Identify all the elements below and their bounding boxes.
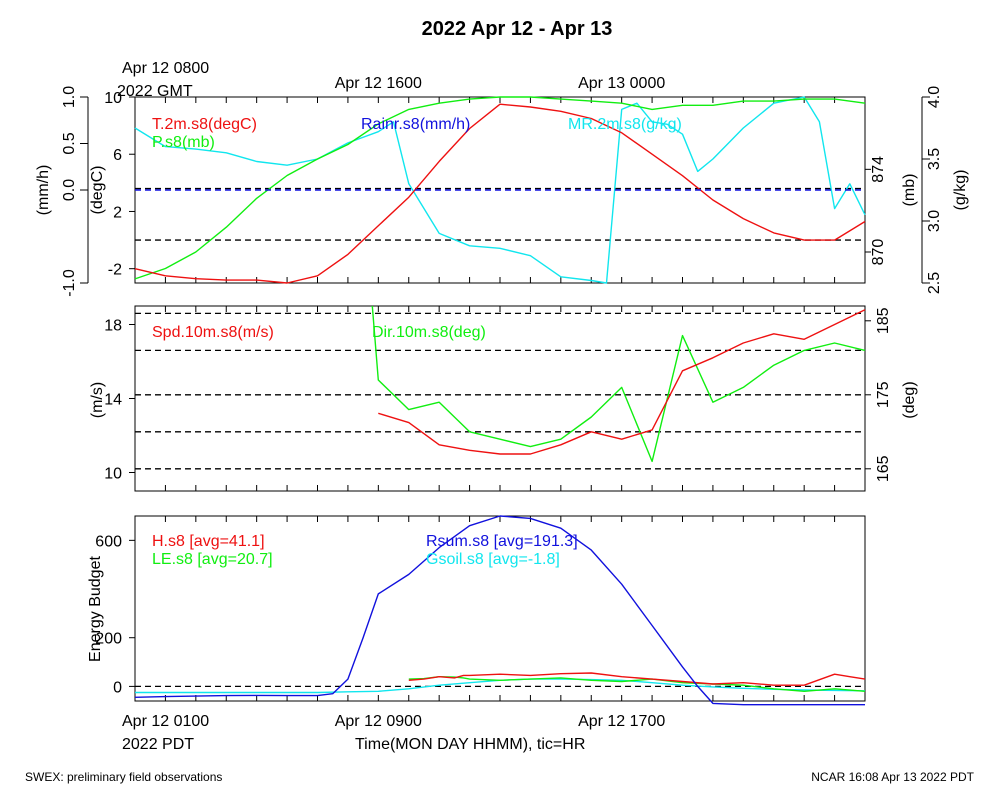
rsum-line xyxy=(134,515,865,706)
legend-direction: Dir.10m.s8(deg) xyxy=(372,324,486,341)
speed-line xyxy=(378,309,866,455)
legend-le: LE.s8 [avg=20.7] xyxy=(152,551,273,568)
le-line xyxy=(408,676,866,692)
energy-axis-tick-label: 600 xyxy=(95,533,122,550)
mr-axis-tick-label: 2.5 xyxy=(926,272,943,294)
mr-axis-tick-label: 3.5 xyxy=(926,148,943,170)
temperature-line xyxy=(134,103,866,284)
mixing-ratio-line xyxy=(134,96,866,284)
rain-axis-tick-label: -1.0 xyxy=(61,269,78,297)
top-axis-labels: Apr 12 1600 Apr 13 0000 xyxy=(335,75,666,92)
legend-rsum: Rsum.s8 [avg=191.3] xyxy=(426,533,578,550)
panel1-legend: T.2m.s8(degC) P.s8(mb) Rainr.s8(mm/h) MR… xyxy=(152,116,682,151)
legend-pressure: P.s8(mb) xyxy=(152,134,215,151)
bottom-axis-label: Apr 12 1700 xyxy=(578,713,665,730)
direction-axis-label: (deg) xyxy=(901,381,918,418)
rain-axis-tick-label: 0.5 xyxy=(61,132,78,154)
pressure-axis-tick-label: 870 xyxy=(870,239,887,266)
h-line xyxy=(408,672,866,686)
bottom-axis-label: Apr 12 0900 xyxy=(335,713,422,730)
energy-axis-tick-label: 200 xyxy=(95,631,122,648)
speed-axis-tick-label: 18 xyxy=(104,318,122,335)
legend-speed: Spd.10m.s8(m/s) xyxy=(152,324,274,341)
footer-right: NCAR 16:08 Apr 13 2022 PDT xyxy=(811,770,974,784)
legend-rain: Rainr.s8(mm/h) xyxy=(361,116,470,133)
bottom-corner-line-2: 2022 PDT xyxy=(122,736,194,753)
panel-energy: 0 200 600 Energy Budget xyxy=(87,515,866,706)
panel-temperature: -1.0 0.0 0.5 1.0 (mm/h) -2 2 6 10 (degC) 870 874 (mb… xyxy=(35,86,969,297)
legend-temperature: T.2m.s8(degC) xyxy=(152,116,257,133)
rain-axis-tick-label: 0.0 xyxy=(61,179,78,201)
direction-axis-tick-label: 185 xyxy=(875,307,892,334)
temp-axis-label: (degC) xyxy=(89,166,106,215)
pressure-axis-label: (mb) xyxy=(901,174,918,207)
temp-axis-tick-label: -2 xyxy=(108,262,122,279)
x-axis-title: Time(MON DAY HHMM), tic=HR xyxy=(355,736,585,753)
panel3-legend: H.s8 [avg=41.1] LE.s8 [avg=20.7] Rsum.s8… xyxy=(152,533,578,568)
rain-axis-tick-label: 1.0 xyxy=(61,86,78,108)
legend-gsoil: Gsoil.s8 [avg=-1.8] xyxy=(426,551,560,568)
panel2-legend: Spd.10m.s8(m/s) Dir.10m.s8(deg) xyxy=(152,324,486,341)
mr-axis-label: (g/kg) xyxy=(952,170,969,211)
bottom-corner-line-1: Apr 12 0100 xyxy=(122,713,209,730)
temp-axis-tick-label: 6 xyxy=(113,147,122,164)
bottom-axis-labels: Apr 12 0900 Apr 12 1700 xyxy=(335,713,666,730)
panel-wind: 10 14 18 (m/s) 165 175 185 (deg) xyxy=(89,305,918,492)
top-corner-line-2: 2022 GMT xyxy=(117,83,193,100)
mr-axis-tick-label: 4.0 xyxy=(926,86,943,108)
pressure-line xyxy=(134,96,866,280)
mr-axis-tick-label: 3.0 xyxy=(926,210,943,232)
rain-axis-label: (mm/h) xyxy=(35,165,52,216)
speed-axis-tick-label: 10 xyxy=(104,466,122,483)
top-corner-line-1: Apr 12 0800 xyxy=(122,60,209,77)
direction-axis-tick-label: 175 xyxy=(875,381,892,408)
gsoil-line xyxy=(135,678,866,694)
chart-title: 2022 Apr 12 - Apr 13 xyxy=(422,18,613,40)
energy-axis-tick-label: 0 xyxy=(113,679,122,696)
legend-mixing-ratio: MR.2m.s8(g/kg) xyxy=(568,116,682,133)
energy-axis-label: Energy Budget xyxy=(87,556,104,662)
temp-axis-tick-label: 10 xyxy=(104,90,122,107)
top-axis-label: Apr 12 1600 xyxy=(335,75,422,92)
legend-h: H.s8 [avg=41.1] xyxy=(152,533,265,550)
direction-line xyxy=(371,305,866,463)
temp-axis-tick-label: 2 xyxy=(113,204,122,221)
pressure-axis-tick-label: 874 xyxy=(870,156,887,183)
speed-axis-label: (m/s) xyxy=(89,382,106,418)
top-axis-label: Apr 13 0000 xyxy=(578,75,665,92)
footer-left: SWEX: preliminary field observations xyxy=(25,770,222,784)
direction-axis-tick-label: 165 xyxy=(875,455,892,482)
speed-axis-tick-label: 14 xyxy=(104,392,122,409)
